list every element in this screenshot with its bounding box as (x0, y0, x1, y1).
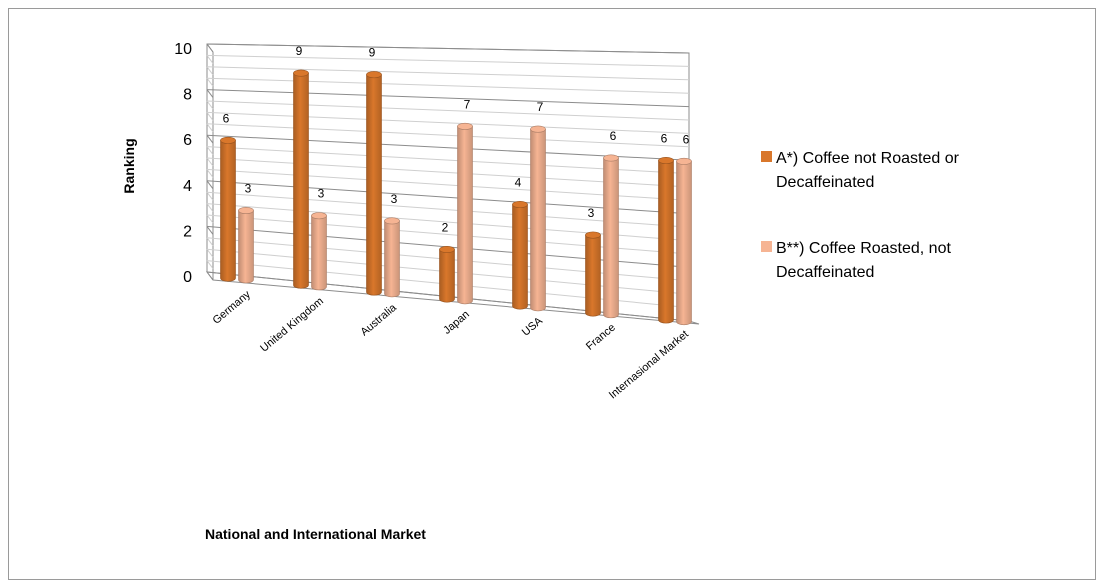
data-label: 3 (391, 192, 398, 206)
chart-canvas: 0 2 4 6 8 10 6 3 9 3 9 3 2 7 4 7 3 6 6 6 Germany United Kin… (121, 41, 960, 542)
bar-b-3 (457, 122, 473, 305)
bar-a-4 (512, 201, 528, 310)
side-gridline (206, 89, 214, 98)
legend: A*) Coffee not Roasted orDecaffeinatedB*… (761, 150, 960, 281)
data-label: 7 (464, 97, 471, 111)
minor-gridline (206, 100, 690, 121)
x-tick-label: USA (520, 315, 546, 339)
side-gridline (206, 191, 214, 201)
major-gridline (206, 89, 690, 108)
legend-item-b: B**) Coffee Roasted, not Decaffeinated (761, 240, 951, 281)
x-tick-label: France (584, 322, 618, 353)
bar-a-1 (293, 69, 309, 289)
data-label: 9 (369, 46, 376, 60)
data-labels: 6 3 9 3 9 3 2 7 4 7 3 6 6 6 (223, 44, 690, 234)
bar-b-4 (530, 125, 546, 312)
side-gridline (206, 260, 214, 269)
legend-swatch (761, 241, 772, 252)
bar-b-6 (676, 157, 692, 326)
y-tick-label: 8 (183, 87, 192, 104)
bars (220, 69, 692, 326)
minor-gridline (206, 123, 690, 148)
data-label: 6 (683, 132, 690, 146)
x-axis-tick-labels: Germany United Kingdom Australia Japan USA Fr… (211, 288, 691, 401)
side-gridline (206, 214, 214, 224)
side-gridline (206, 134, 214, 144)
y-tick-label: 4 (183, 178, 192, 195)
bar-a-5 (585, 231, 601, 317)
side-gridline (206, 180, 214, 190)
data-label: 3 (318, 187, 325, 201)
legend-label: A*) Coffee not Roasted or (776, 150, 960, 167)
x-tick-label: Internasional Market (607, 328, 691, 401)
side-gridline (206, 123, 214, 133)
x-tick-label: Japan (441, 308, 472, 336)
bar-a-2 (366, 71, 382, 296)
x-tick-label: United Kingdom (258, 295, 326, 355)
data-label: 6 (223, 111, 230, 125)
data-label: 6 (661, 132, 668, 146)
side-gridline (206, 237, 214, 247)
y-axis-title: Ranking (121, 138, 137, 193)
legend-label: Decaffeinated (776, 174, 874, 191)
side-gridline (206, 100, 214, 110)
bar-a-0 (220, 136, 236, 282)
side-gridline (206, 203, 214, 212)
data-label: 3 (588, 206, 595, 220)
minor-gridline (206, 66, 690, 81)
y-tick-label: 2 (183, 223, 192, 240)
data-label: 9 (296, 44, 303, 58)
legend-label: B**) Coffee Roasted, not (776, 240, 951, 257)
legend-swatch (761, 151, 772, 162)
side-gridline (206, 43, 214, 53)
side-gridline (206, 66, 214, 76)
bar-b-5 (603, 154, 619, 319)
y-tick-label: 0 (183, 269, 192, 286)
major-gridline (206, 43, 690, 54)
chart-frame: 0 2 4 6 8 10 6 3 9 3 9 3 2 7 4 7 3 6 6 6 Germany United Kin… (8, 8, 1096, 580)
side-gridline (206, 226, 214, 235)
x-axis-title: National and International Market (205, 526, 426, 542)
bar-b-0 (238, 207, 254, 284)
side-gridline (206, 77, 214, 87)
legend-item-a: A*) Coffee not Roasted or Decaffeinated (761, 150, 960, 191)
minor-gridline (206, 111, 690, 134)
bar-b-1 (311, 212, 327, 291)
y-tick-label: 10 (174, 41, 192, 58)
legend-label: Decaffeinated (776, 264, 874, 281)
bar-b-2 (384, 217, 400, 298)
bar-a-6 (658, 157, 674, 324)
side-gridline (206, 112, 214, 121)
x-tick-label: Australia (358, 301, 399, 338)
y-tick-label: 6 (183, 132, 192, 149)
minor-gridline (206, 77, 690, 94)
data-label: 3 (245, 182, 252, 196)
side-gridline (206, 248, 214, 258)
side-gridline (206, 157, 214, 167)
minor-gridline (206, 54, 690, 67)
data-label: 6 (610, 129, 617, 143)
side-gridline (206, 55, 214, 64)
bar-a-3 (439, 245, 455, 303)
side-gridline (206, 271, 214, 281)
data-label: 2 (442, 220, 449, 234)
side-gridline (206, 169, 214, 178)
y-axis-tick-labels: 0 2 4 6 8 10 (174, 41, 192, 286)
data-label: 4 (515, 176, 522, 190)
side-gridline (206, 146, 214, 155)
x-tick-label: Germany (211, 288, 254, 327)
data-label: 7 (537, 100, 544, 114)
